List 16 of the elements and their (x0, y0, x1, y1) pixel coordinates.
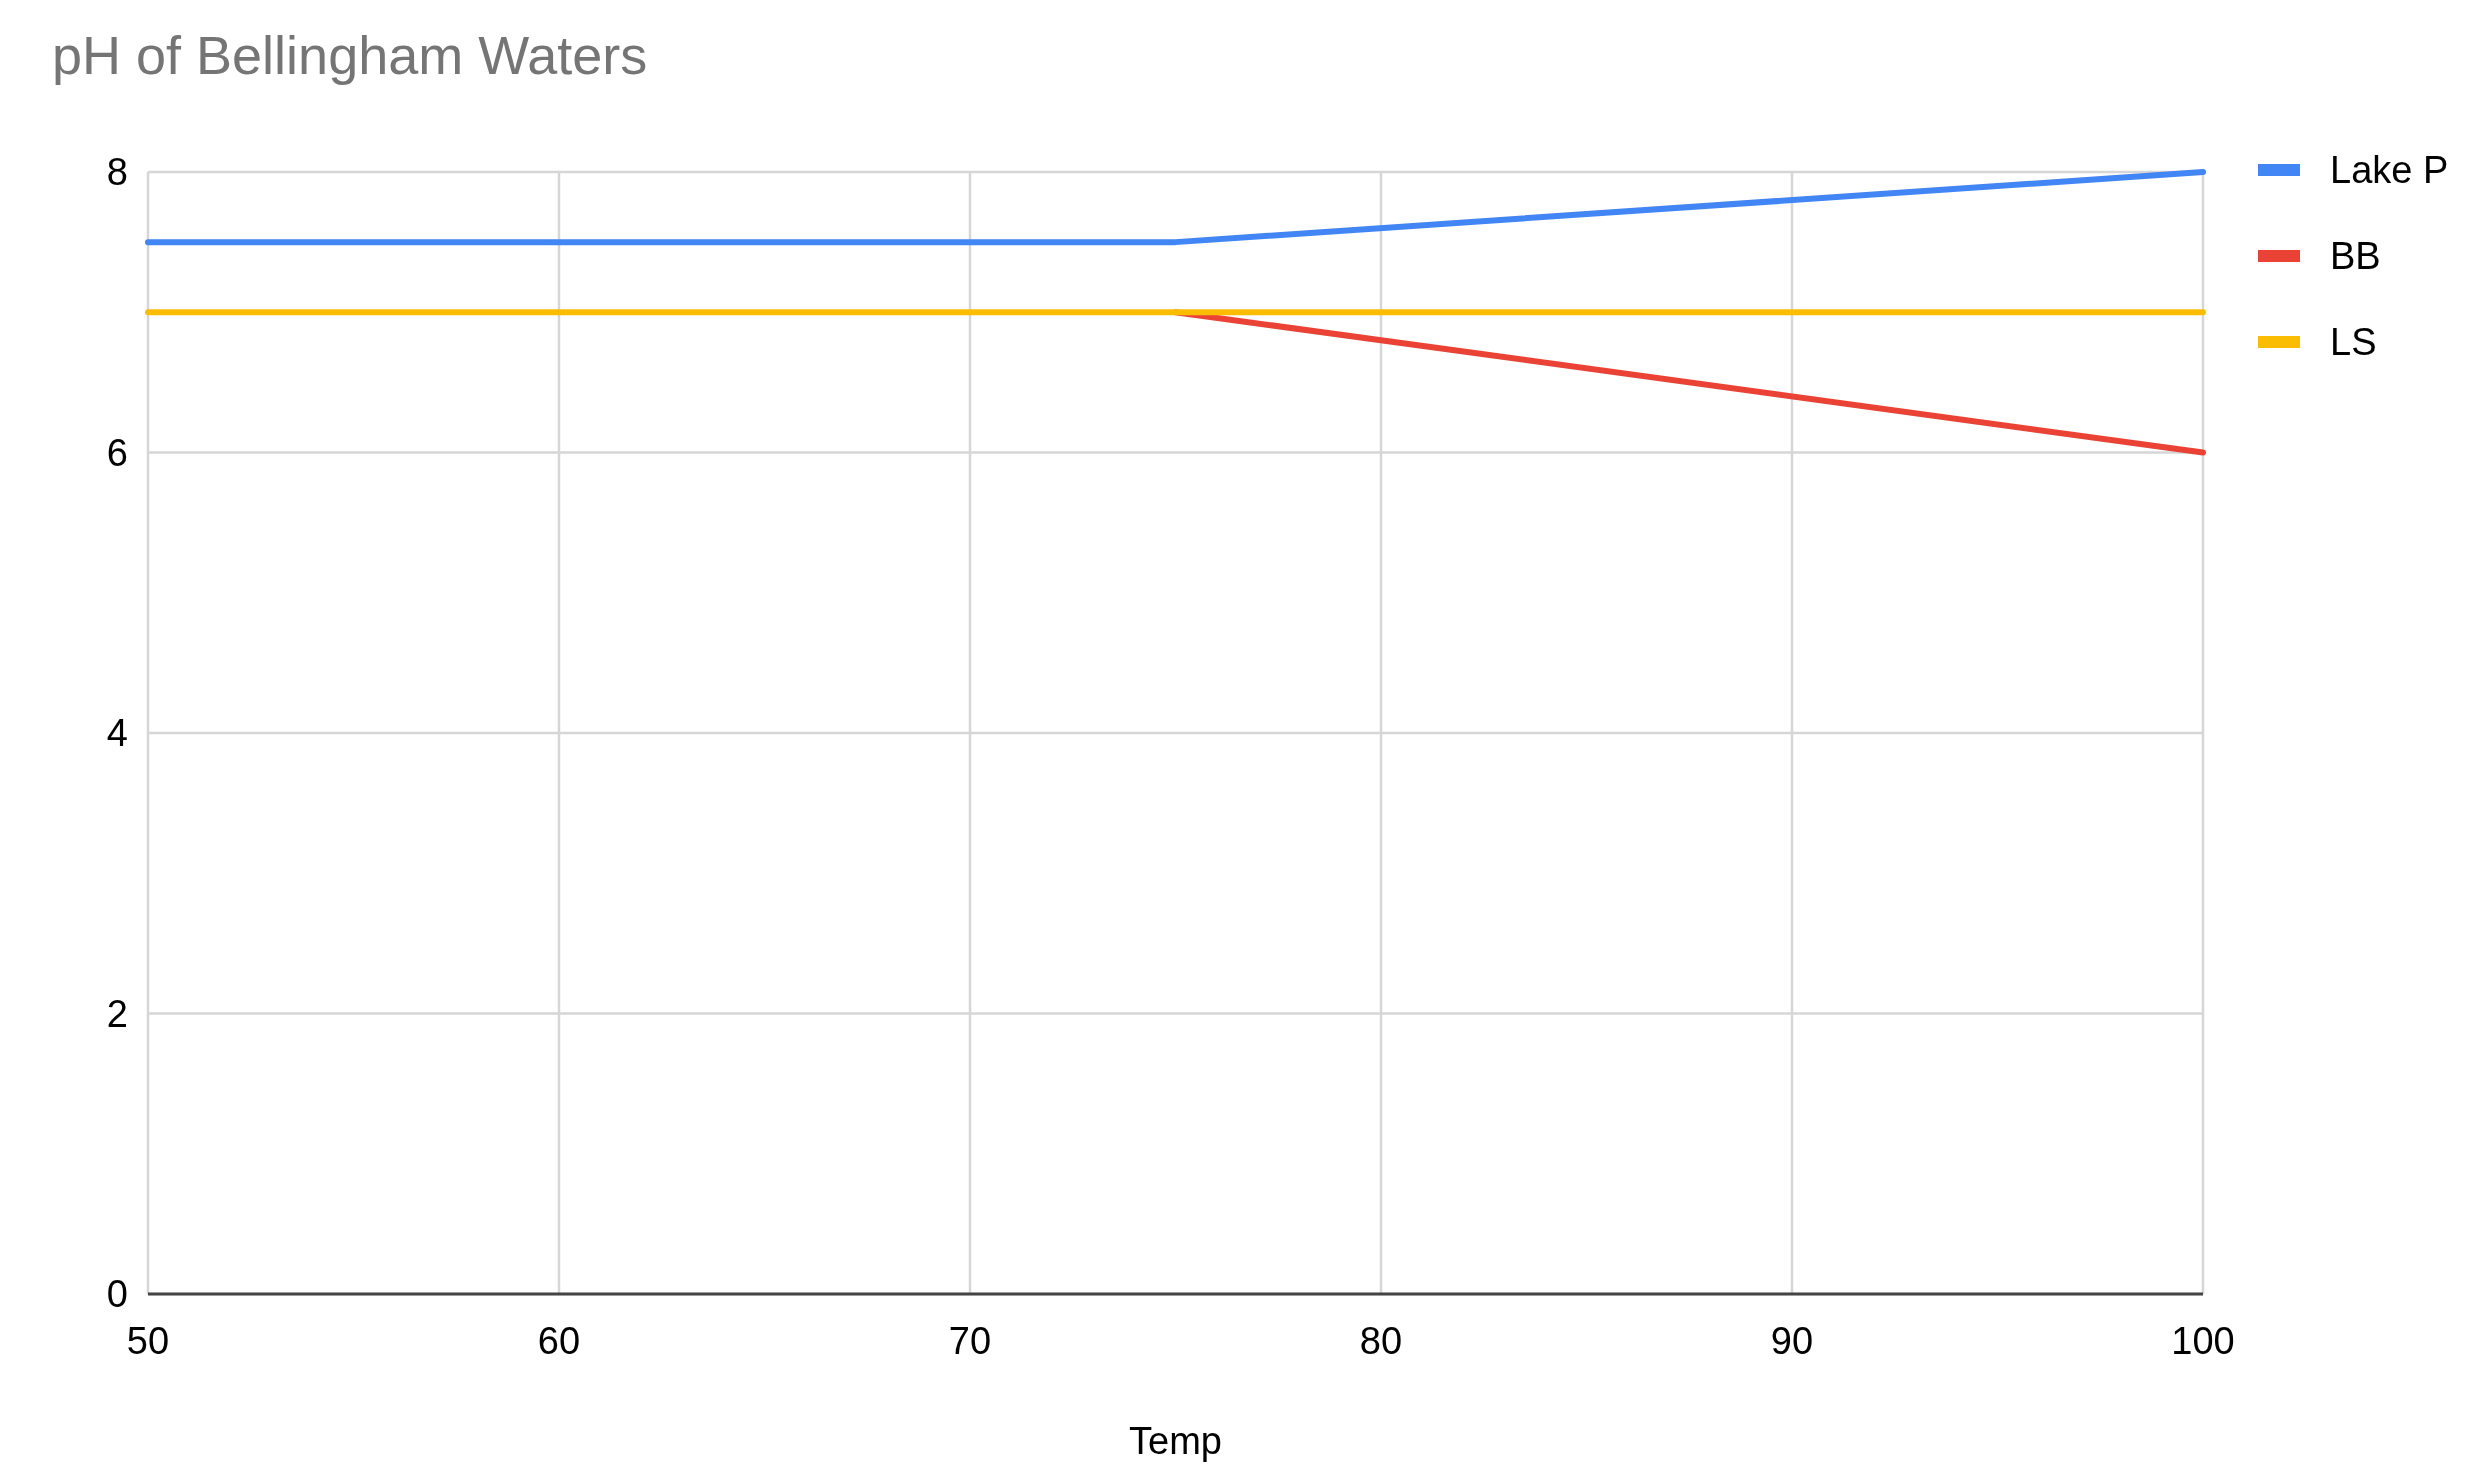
y-tick-label: 0 (106, 1273, 128, 1316)
y-tick-label: 2 (106, 992, 128, 1035)
x-tick-label: 50 (126, 1320, 170, 1362)
legend-label: Lake P (2330, 149, 2449, 192)
x-tick-label: 80 (1359, 1320, 1403, 1362)
y-tick-label: 8 (106, 151, 128, 194)
y-tick-label: 6 (106, 431, 128, 474)
x-tick-label: 70 (948, 1320, 992, 1362)
x-axis-title: Temp (1129, 1420, 1222, 1462)
x-tick-label: 60 (537, 1320, 581, 1362)
x-tick-label: 90 (1770, 1320, 1814, 1362)
chart-title: pH of Bellingham Waters (52, 25, 648, 85)
x-tick-label: 100 (2171, 1320, 2235, 1362)
legend-label: BB (2330, 235, 2381, 278)
legend-label: LS (2330, 321, 2377, 364)
y-tick-label: 4 (106, 712, 128, 755)
